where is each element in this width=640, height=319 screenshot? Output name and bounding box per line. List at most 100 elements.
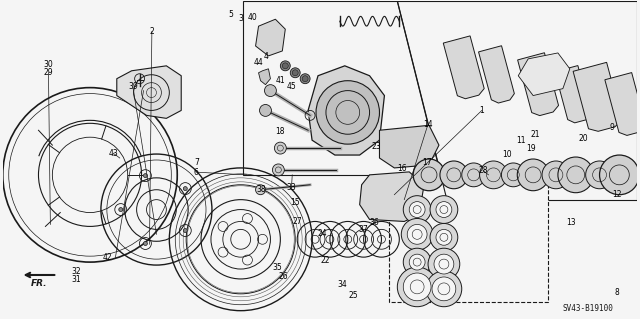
- Circle shape: [434, 254, 454, 274]
- Circle shape: [291, 68, 300, 78]
- Text: 11: 11: [516, 136, 526, 145]
- Circle shape: [316, 81, 380, 144]
- Circle shape: [183, 187, 188, 190]
- Circle shape: [280, 61, 291, 71]
- Bar: [243, 1, 449, 175]
- Circle shape: [432, 277, 456, 301]
- Text: 29: 29: [44, 68, 53, 77]
- Text: 33: 33: [287, 183, 296, 192]
- Circle shape: [255, 185, 266, 195]
- Text: 22: 22: [321, 256, 330, 265]
- Polygon shape: [380, 125, 439, 168]
- Text: FR.: FR.: [31, 279, 47, 288]
- Circle shape: [558, 157, 593, 193]
- Polygon shape: [479, 46, 515, 103]
- Polygon shape: [360, 172, 424, 221]
- Circle shape: [264, 85, 276, 97]
- Polygon shape: [573, 62, 622, 131]
- Circle shape: [300, 74, 310, 84]
- Text: 30: 30: [44, 60, 53, 69]
- Text: 44: 44: [253, 58, 263, 67]
- Circle shape: [542, 161, 570, 189]
- Polygon shape: [605, 73, 640, 136]
- Circle shape: [403, 196, 431, 223]
- Text: 3: 3: [238, 14, 243, 23]
- Text: 34: 34: [337, 280, 347, 289]
- Circle shape: [409, 254, 425, 270]
- Circle shape: [403, 273, 431, 301]
- Text: 15: 15: [290, 198, 300, 207]
- Text: 35: 35: [272, 263, 282, 271]
- Text: 9: 9: [609, 123, 614, 132]
- Circle shape: [302, 76, 308, 82]
- Circle shape: [430, 223, 458, 251]
- Circle shape: [183, 228, 188, 233]
- Text: 12: 12: [612, 190, 621, 199]
- Circle shape: [407, 225, 427, 244]
- Text: 31: 31: [71, 275, 81, 284]
- Text: 20: 20: [579, 134, 588, 144]
- Circle shape: [517, 159, 549, 191]
- Text: 5: 5: [228, 10, 234, 19]
- Text: 39: 39: [128, 82, 138, 91]
- Circle shape: [428, 248, 460, 280]
- Circle shape: [600, 155, 639, 195]
- Text: 38: 38: [257, 185, 266, 194]
- Polygon shape: [259, 69, 271, 85]
- Text: SV43-B19100: SV43-B19100: [562, 304, 613, 313]
- Text: 26: 26: [278, 272, 288, 281]
- Text: 7: 7: [194, 158, 199, 167]
- Text: 10: 10: [502, 150, 512, 159]
- Circle shape: [409, 202, 425, 218]
- Text: 4: 4: [264, 52, 269, 61]
- Text: 1: 1: [479, 106, 484, 115]
- Circle shape: [426, 271, 461, 307]
- Text: 13: 13: [566, 218, 575, 227]
- Polygon shape: [255, 19, 285, 56]
- Text: 37: 37: [358, 225, 368, 234]
- Circle shape: [440, 161, 468, 189]
- Circle shape: [461, 163, 486, 187]
- Circle shape: [401, 219, 433, 250]
- Text: 18: 18: [275, 127, 285, 136]
- Text: 19: 19: [526, 144, 536, 153]
- Polygon shape: [116, 66, 181, 118]
- Text: 43: 43: [108, 149, 118, 158]
- Text: 6: 6: [194, 168, 199, 177]
- Polygon shape: [444, 36, 484, 99]
- Circle shape: [143, 174, 147, 178]
- Circle shape: [143, 241, 147, 246]
- Text: 14: 14: [423, 120, 433, 129]
- Text: 8: 8: [614, 288, 620, 297]
- Text: 45: 45: [287, 82, 296, 91]
- Circle shape: [436, 202, 452, 218]
- Text: 16: 16: [397, 165, 407, 174]
- Circle shape: [501, 163, 525, 187]
- Circle shape: [292, 70, 298, 76]
- Polygon shape: [518, 53, 559, 115]
- Text: 24: 24: [317, 229, 326, 238]
- Circle shape: [275, 142, 286, 154]
- Circle shape: [282, 63, 288, 69]
- Text: 17: 17: [422, 158, 431, 167]
- Circle shape: [436, 229, 452, 245]
- Polygon shape: [397, 1, 637, 200]
- Circle shape: [479, 161, 508, 189]
- Text: 25: 25: [349, 291, 358, 300]
- Circle shape: [586, 161, 613, 189]
- Circle shape: [430, 196, 458, 223]
- Text: 2: 2: [150, 27, 154, 36]
- Text: 32: 32: [71, 267, 81, 276]
- Circle shape: [397, 267, 437, 307]
- Text: 42: 42: [102, 253, 112, 262]
- Text: 41: 41: [275, 76, 285, 85]
- Polygon shape: [518, 53, 570, 96]
- Bar: [389, 178, 548, 302]
- Circle shape: [413, 159, 445, 191]
- Text: 27: 27: [292, 217, 302, 226]
- Polygon shape: [308, 66, 385, 155]
- Polygon shape: [555, 66, 591, 123]
- Text: 28: 28: [478, 166, 488, 175]
- Circle shape: [403, 248, 431, 276]
- Circle shape: [119, 208, 123, 211]
